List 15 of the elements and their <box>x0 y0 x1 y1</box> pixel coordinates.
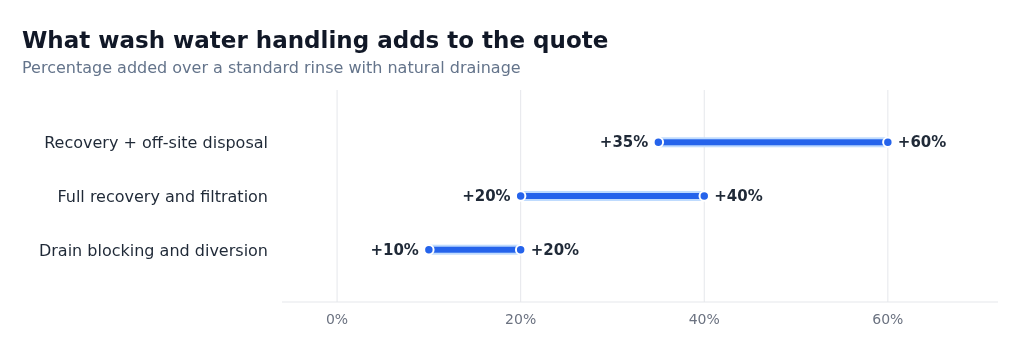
y-tick-label: Recovery + off-site disposal <box>44 133 268 153</box>
x-tick-label: 40% <box>688 311 720 327</box>
chart-subtitle: Percentage added over a standard rinse with natural drainage <box>22 58 521 77</box>
x-tick-label: 20% <box>505 311 537 327</box>
annotation: +60% <box>897 133 947 152</box>
annotation: +20% <box>530 240 580 259</box>
y-tick-label: Full recovery and filtration <box>57 187 268 206</box>
annotation: +20% <box>462 187 511 205</box>
annotation: +10% <box>370 240 419 259</box>
x-tick-label: 0% <box>325 311 349 327</box>
chart-title: What wash water handling adds to the quote <box>22 27 609 53</box>
annotation: +35% <box>599 133 649 152</box>
y-tick-label: Drain blocking and diversion <box>38 240 268 260</box>
annotation: +40% <box>714 187 763 205</box>
x-tick-label: 60% <box>872 311 904 327</box>
